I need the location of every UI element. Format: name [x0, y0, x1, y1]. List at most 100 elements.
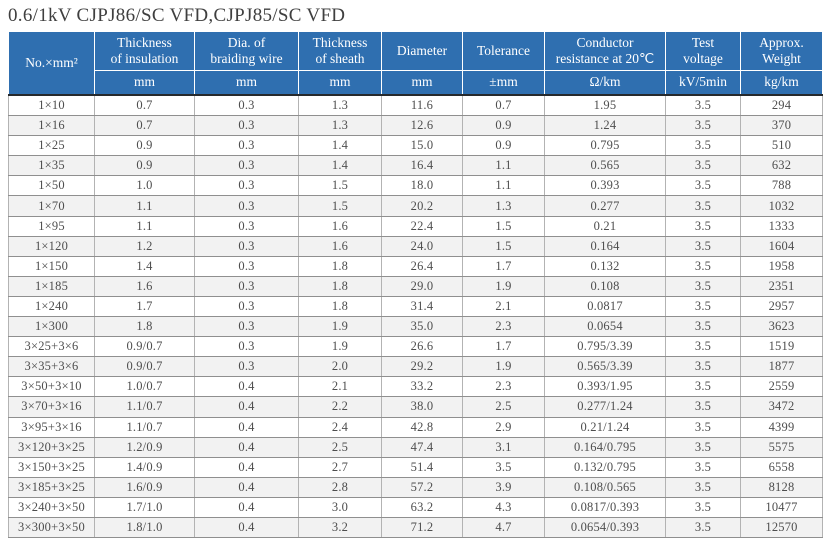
table-cell: 8128 [740, 477, 823, 498]
table-cell: 15.0 [381, 135, 463, 157]
table-cell: 1.5 [462, 236, 545, 257]
table-cell: 0.393 [544, 175, 666, 197]
table-row: 3×25+3×6 0.9/0.7 0.3 1.9 26.6 1.7 0.795/3.39 3.… [8, 336, 823, 358]
column-unit: Ω/km [544, 70, 666, 96]
table-cell: 1×185 [8, 276, 95, 297]
table-cell: 2.5 [462, 396, 545, 418]
table-cell: 2.2 [298, 396, 382, 418]
table-cell: 294 [740, 95, 823, 117]
table-cell: 0.0654/0.393 [544, 517, 666, 539]
table-cell: 29.0 [381, 276, 463, 297]
table-cell: 3×300+3×50 [8, 517, 95, 539]
table-cell: 0.7 [94, 115, 195, 137]
table-cell: 1.7 [462, 256, 545, 277]
table-cell: 1.2 [94, 236, 195, 257]
table-cell: 0.565 [544, 155, 666, 177]
table-cell: 1.7/1.0 [94, 497, 195, 518]
table-cell: 57.2 [381, 477, 463, 498]
table-cell: 3.5 [665, 276, 741, 297]
table-cell: 1.5 [462, 216, 545, 237]
table-cell: 20.2 [381, 195, 463, 217]
table-cell: 4.7 [462, 517, 545, 539]
table-cell: 0.393/1.95 [544, 376, 666, 398]
table-cell: 1.3 [298, 95, 382, 117]
table-cell: 3472 [740, 396, 823, 418]
table-cell: 3623 [740, 316, 823, 338]
table-cell: 2.3 [462, 376, 545, 398]
table-cell: 3×25+3×6 [8, 336, 95, 358]
table-cell: 2.9 [462, 417, 545, 438]
column-header: No.×mm² [8, 31, 95, 96]
table-row: 3×95+3×16 1.1/0.7 0.4 2.4 42.8 2.9 0.21/1.24 3.… [8, 417, 823, 438]
table-cell: 0.3 [194, 95, 299, 117]
table-cell: 1×150 [8, 256, 95, 277]
table-cell: 3.5 [665, 477, 741, 498]
table-cell: 0.4 [194, 477, 299, 498]
table-row: 3×240+3×50 1.7/1.0 0.4 3.0 63.2 4.3 0.0817/0.3… [8, 497, 823, 518]
header-unit-row: mm mm mm mm ±mm Ω/km kV/5min kg/km [9, 70, 823, 96]
table-cell: 0.164/0.795 [544, 437, 666, 458]
table-cell: 47.4 [381, 437, 463, 458]
table-cell: 18.0 [381, 175, 463, 197]
table-cell: 3.5 [665, 155, 741, 177]
table-cell: 3×240+3×50 [8, 497, 95, 518]
table-cell: 3.5 [665, 175, 741, 197]
table-cell: 35.0 [381, 316, 463, 338]
table-cell: 1.8/1.0 [94, 517, 195, 539]
table-row: 1×16 0.7 0.3 1.3 12.6 0.9 1.24 3.5 370 [8, 115, 823, 137]
table-cell: 3.5 [665, 497, 741, 518]
table-cell: 2.7 [298, 457, 382, 478]
table-cell: 1×25 [8, 135, 95, 157]
table-cell: 1.8 [298, 296, 382, 318]
table-cell: 0.3 [194, 175, 299, 197]
table-cell: 3.5 [665, 316, 741, 338]
table-cell: 2957 [740, 296, 823, 318]
table-cell: 42.8 [381, 417, 463, 438]
table-cell: 0.9/0.7 [94, 336, 195, 358]
table-cell: 1.3 [298, 115, 382, 137]
table-cell: 1.8 [298, 276, 382, 297]
table-cell: 2.8 [298, 477, 382, 498]
table-row: 1×50 1.0 0.3 1.5 18.0 1.1 0.393 3.5 788 [8, 175, 823, 197]
table-cell: 0.3 [194, 296, 299, 318]
table-cell: 3.5 [665, 336, 741, 358]
table-cell: 3.5 [665, 296, 741, 318]
table-cell: 33.2 [381, 376, 463, 398]
table-cell: 0.7 [94, 95, 195, 117]
header-label-row: No.×mm² Thickness of insulation Dia. of br… [8, 31, 823, 96]
table-cell: 0.3 [194, 276, 299, 297]
table-cell: 1.1 [462, 155, 545, 177]
table-row: 1×95 1.1 0.3 1.6 22.4 1.5 0.21 3.5 1333 [8, 216, 823, 237]
table-row: 1×70 1.1 0.3 1.5 20.2 1.3 0.277 3.5 1032 [8, 195, 823, 217]
table-cell: 38.0 [381, 396, 463, 418]
table-cell: 2.3 [462, 316, 545, 338]
table-cell: 1×35 [8, 155, 95, 177]
table-cell: 3×95+3×16 [8, 417, 95, 438]
table-cell: 3×50+3×10 [8, 376, 95, 398]
table-row: 3×185+3×25 1.6/0.9 0.4 2.8 57.2 3.9 0.108/0.56… [8, 477, 823, 498]
table-cell: 3.5 [665, 216, 741, 237]
table-cell: 0.3 [194, 236, 299, 257]
table-cell: 1.6 [298, 236, 382, 257]
table-cell: 3×150+3×25 [8, 457, 95, 478]
table-cell: 0.4 [194, 517, 299, 539]
table-cell: 3.5 [665, 256, 741, 277]
table-cell: 3.2 [298, 517, 382, 539]
table-cell: 1.1 [462, 175, 545, 197]
table-cell: 3.9 [462, 477, 545, 498]
table-cell: 0.3 [194, 336, 299, 358]
table-cell: 1.9 [462, 356, 545, 378]
table-cell: 1.6 [298, 216, 382, 237]
table-cell: 3.5 [665, 437, 741, 458]
table-cell: 3×120+3×25 [8, 437, 95, 458]
table-cell: 0.4 [194, 396, 299, 418]
table-cell: 0.277/1.24 [544, 396, 666, 418]
table-cell: 0.108 [544, 276, 666, 297]
table-cell: 1604 [740, 236, 823, 257]
column-header: Test voltage [665, 31, 741, 71]
column-unit: kg/km [740, 70, 823, 96]
table-cell: 26.4 [381, 256, 463, 277]
table-cell: 4.3 [462, 497, 545, 518]
table-cell: 3×35+3×6 [8, 356, 95, 378]
table-cell: 12.6 [381, 115, 463, 137]
